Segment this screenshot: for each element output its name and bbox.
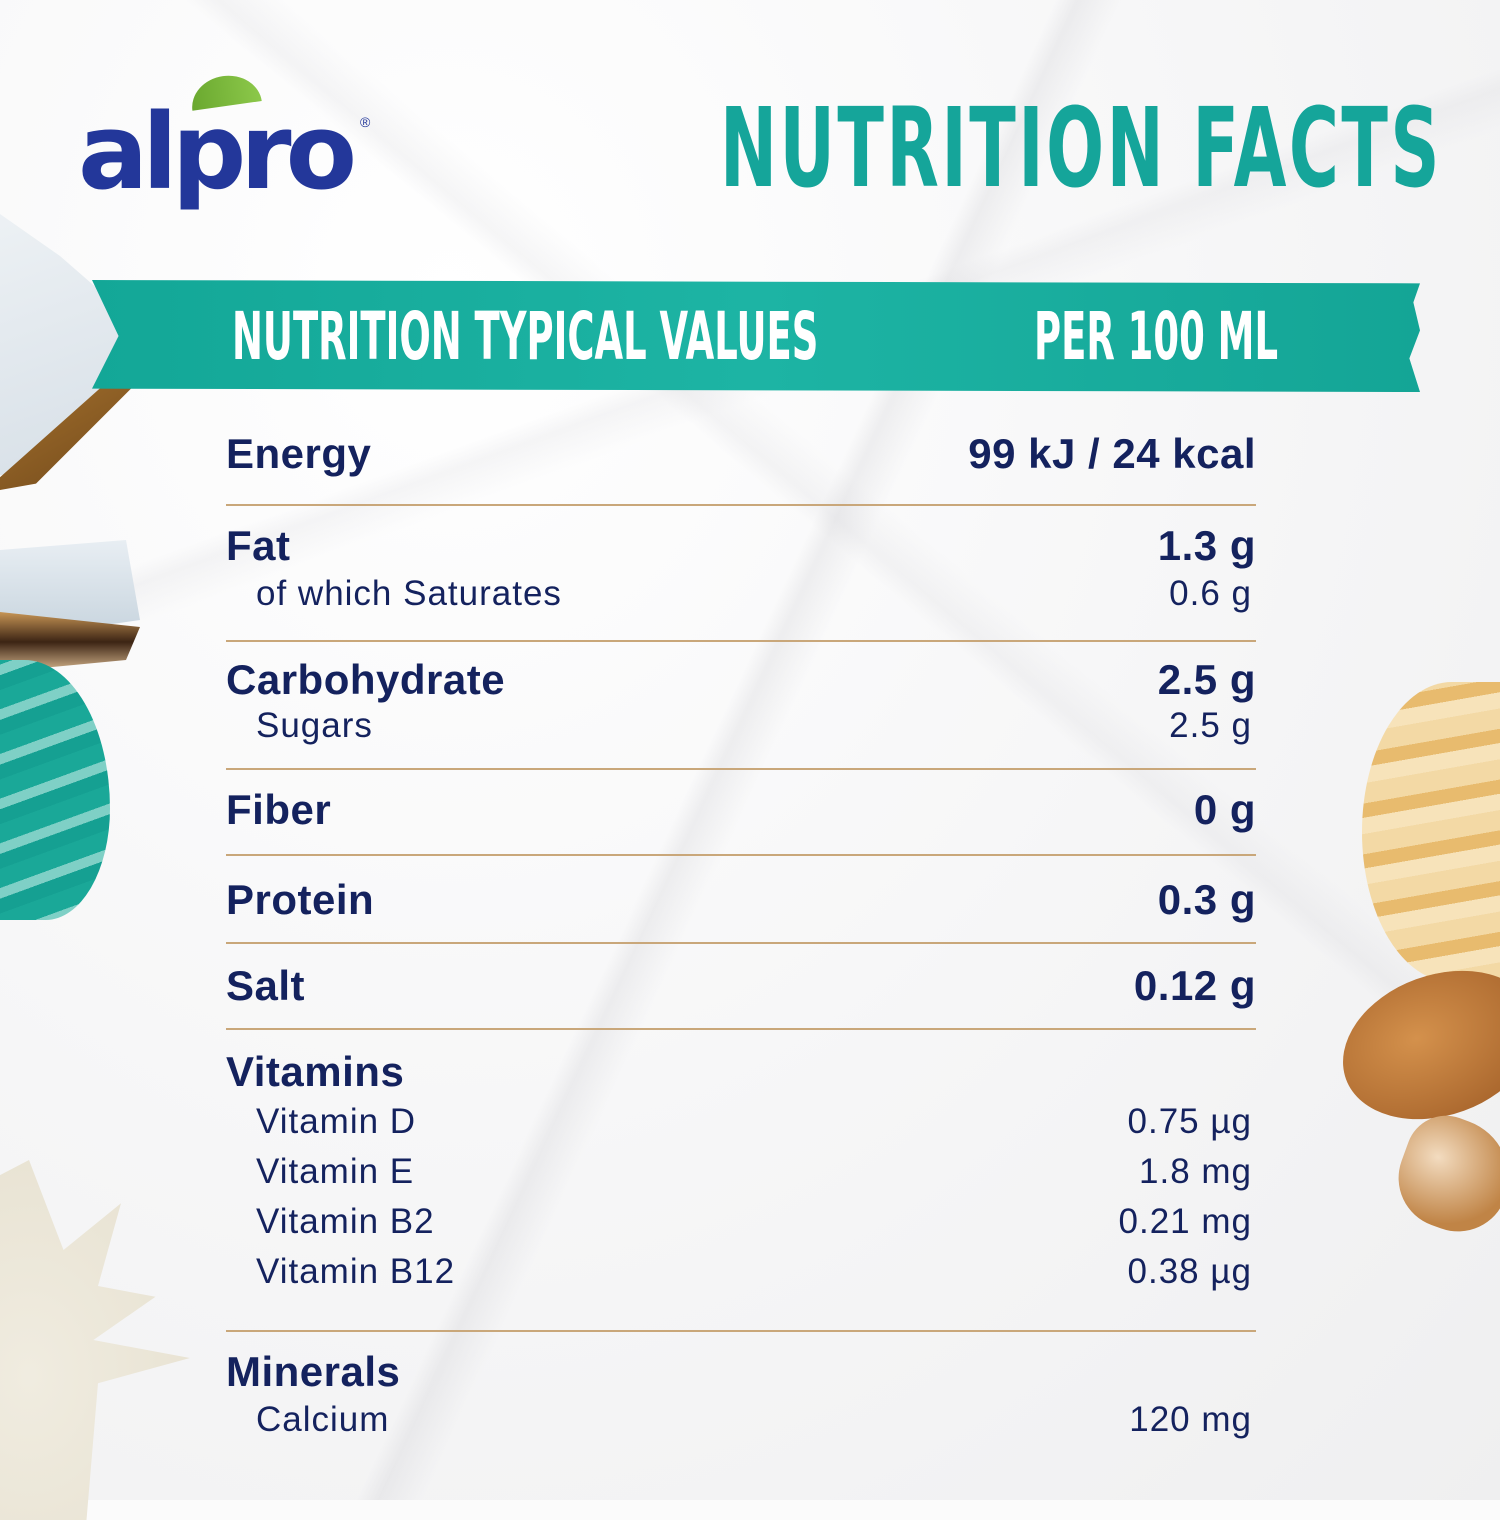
table-row-fiber: Fiber 0 g — [226, 770, 1256, 856]
row-value: 0.12 g — [1133, 962, 1256, 1009]
sub-row-label: Sugars — [256, 706, 373, 745]
vitamin-d-value: 0.75 µg — [1127, 1102, 1252, 1141]
section-label: Minerals — [226, 1348, 401, 1395]
table-row-vitamins: Vitamins Vitamin D 0.75 µg Vitamin E 1.8… — [226, 1030, 1256, 1332]
table-row-energy: Energy 99 kJ / 24 kcal — [226, 428, 1256, 506]
nutrition-table: Energy 99 kJ / 24 kcal Fat 1.3 g of whic… — [226, 428, 1256, 1462]
sub-row-value: 0.6 g — [1169, 574, 1252, 613]
sub-row-value: 2.5 g — [1169, 706, 1252, 745]
row-value: 0.3 g — [1157, 876, 1256, 923]
vitamin-b12-label: Vitamin B12 — [256, 1252, 456, 1291]
calcium-value: 120 mg — [1129, 1400, 1252, 1439]
row-value: 1.3 g — [1157, 522, 1256, 569]
table-row-salt: Salt 0.12 g — [226, 944, 1256, 1030]
banner-label-serving: PER 100 ML — [1034, 298, 1279, 375]
vitamin-e-value: 1.8 mg — [1139, 1152, 1252, 1191]
alpro-logo: alpro ® — [78, 71, 378, 222]
sub-row-label: of which Saturates — [256, 574, 562, 613]
vitamin-b2-label: Vitamin B2 — [256, 1202, 435, 1241]
registered-mark: ® — [360, 114, 371, 130]
logo-text: alpro — [78, 91, 357, 213]
banner-label-nutrients: NUTRITION TYPICAL VALUES — [232, 298, 819, 375]
row-label: Protein — [226, 876, 375, 923]
row-label: Salt — [226, 962, 306, 1009]
calcium-label: Calcium — [256, 1400, 390, 1439]
table-row-minerals: Minerals Calcium 120 mg — [226, 1332, 1256, 1462]
table-row-carbohydrate: Carbohydrate 2.5 g Sugars 2.5 g — [226, 642, 1256, 770]
vitamin-b2-value: 0.21 mg — [1118, 1202, 1252, 1241]
row-label: Energy — [226, 430, 372, 477]
row-label: Carbohydrate — [226, 656, 506, 703]
table-row-protein: Protein 0.3 g — [226, 856, 1256, 944]
page-title: NUTRITION FACTS — [720, 84, 1442, 212]
section-label: Vitamins — [226, 1048, 405, 1095]
almond-peel-image — [1362, 682, 1500, 982]
vitamin-b12-value: 0.38 µg — [1127, 1252, 1252, 1291]
row-label: Fat — [226, 522, 291, 569]
row-value: 99 kJ / 24 kcal — [968, 430, 1256, 477]
vitamin-d-label: Vitamin D — [256, 1102, 417, 1141]
row-label: Fiber — [226, 786, 332, 833]
row-value: 0 g — [1193, 786, 1256, 833]
header-banner — [92, 280, 1420, 392]
vitamin-e-label: Vitamin E — [256, 1152, 415, 1191]
row-value: 2.5 g — [1157, 656, 1256, 703]
table-row-fat: Fat 1.3 g of which Saturates 0.6 g — [226, 506, 1256, 642]
